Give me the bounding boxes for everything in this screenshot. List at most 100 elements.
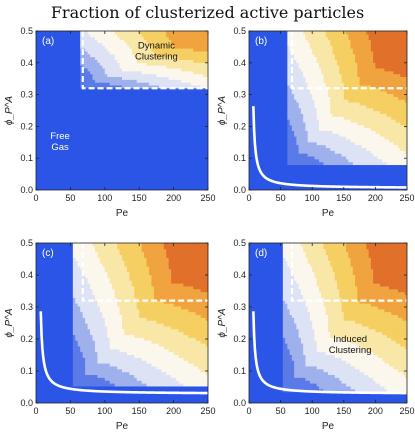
heatmap-cell	[141, 56, 145, 60]
heatmap-cell	[330, 107, 334, 112]
heatmap-cell	[346, 62, 349, 66]
heatmap-cell	[348, 87, 352, 92]
heatmap-cell	[85, 70, 89, 75]
heatmap-cell	[203, 70, 207, 75]
heatmap-cell	[126, 283, 130, 287]
heatmap-cell	[355, 50, 358, 55]
heatmap-cell	[200, 45, 204, 49]
heatmap-cell	[195, 65, 199, 69]
heatmap-cell	[325, 65, 329, 69]
heatmap-cell	[291, 93, 295, 97]
heatmap-cell	[185, 70, 189, 75]
heatmap-cell	[355, 107, 358, 112]
heatmap-cell	[178, 62, 182, 66]
heatmap-cell	[289, 110, 293, 114]
heatmap-cell	[287, 87, 291, 92]
heatmap-cell	[357, 144, 361, 149]
heatmap-cell	[198, 67, 202, 72]
heatmap-cell	[109, 377, 113, 381]
heatmap-cell	[291, 73, 295, 78]
heatmap-cell	[343, 158, 347, 163]
heatmap-cell	[94, 357, 99, 361]
heatmap-cell	[402, 119, 406, 123]
heatmap-cell	[361, 67, 365, 72]
heatmap-cell	[305, 90, 309, 95]
heatmap-cell	[386, 67, 390, 72]
heatmap-cell	[352, 144, 356, 149]
heatmap-cell	[136, 48, 140, 52]
heatmap-cell	[92, 325, 96, 330]
heatmap-cell	[104, 337, 108, 341]
heatmap-cell	[382, 150, 386, 154]
heatmap-cell	[92, 331, 96, 336]
heatmap-cell	[99, 297, 103, 301]
heatmap-cell	[348, 116, 352, 120]
heatmap-cell	[87, 283, 91, 287]
heatmap-cell	[114, 48, 118, 52]
heatmap-cell	[151, 31, 155, 35]
heatmap-cell	[193, 73, 197, 78]
heatmap-cell	[151, 39, 155, 43]
heatmap-cell	[195, 31, 199, 35]
x-tick-label: 200	[368, 193, 383, 203]
heatmap-cell	[112, 374, 116, 378]
heatmap-cell	[298, 84, 302, 89]
heatmap-cell	[109, 76, 113, 80]
heatmap-cell	[94, 50, 99, 55]
heatmap-cell	[126, 291, 130, 296]
heatmap-cell	[346, 104, 349, 109]
heatmap-cell	[357, 33, 361, 38]
heatmap-cell	[87, 76, 91, 80]
heatmap-cell	[99, 243, 103, 247]
heatmap-cell	[161, 36, 165, 41]
heatmap-cell	[337, 87, 340, 92]
heatmap-cell	[161, 56, 165, 60]
heatmap-cell	[368, 107, 372, 112]
heatmap-cell	[94, 345, 99, 350]
heatmap-cell	[112, 368, 116, 373]
heatmap-cell	[384, 153, 388, 157]
heatmap-cell	[328, 90, 331, 95]
heatmap-cell	[321, 36, 325, 41]
heatmap-cell	[166, 33, 170, 38]
heatmap-cell	[92, 254, 96, 258]
heatmap-cell	[370, 121, 374, 126]
heatmap-cell	[386, 50, 390, 55]
heatmap-cell	[382, 130, 386, 134]
heatmap-cell	[382, 161, 386, 166]
heatmap-cell	[375, 147, 379, 151]
heatmap-cell	[109, 323, 113, 327]
heatmap-cell	[318, 65, 322, 69]
heatmap-cell	[136, 354, 140, 358]
heatmap-cell	[104, 251, 108, 256]
heatmap-cell	[361, 141, 365, 146]
heatmap-cell	[109, 84, 113, 89]
heatmap-cell	[109, 263, 113, 267]
heatmap-cell	[188, 59, 192, 63]
heatmap-cell	[102, 73, 106, 78]
heatmap-cell	[99, 42, 103, 46]
heatmap-cell	[289, 45, 293, 49]
heatmap-cell	[176, 82, 180, 86]
heatmap-cell	[139, 345, 143, 350]
heatmap-cell	[153, 36, 157, 41]
heatmap-cell	[375, 130, 379, 134]
heatmap-cell	[298, 96, 302, 100]
heatmap-cell	[97, 70, 101, 75]
heatmap-cell	[337, 116, 340, 120]
heatmap-cell	[332, 150, 336, 154]
heatmap-cell	[375, 110, 379, 114]
heatmap-cell	[341, 127, 345, 131]
heatmap-cell	[102, 365, 106, 370]
heatmap-cell	[156, 53, 160, 58]
heatmap-cell	[117, 248, 121, 253]
heatmap-cell	[203, 53, 207, 58]
heatmap-cell	[312, 79, 316, 83]
heatmap-cell	[82, 331, 86, 336]
heatmap-cell	[139, 365, 143, 370]
heatmap-cell	[124, 79, 128, 83]
heatmap-cell	[296, 45, 300, 49]
heatmap-cell	[90, 271, 94, 276]
heatmap-cell	[205, 39, 208, 43]
heatmap-cell	[124, 42, 128, 46]
